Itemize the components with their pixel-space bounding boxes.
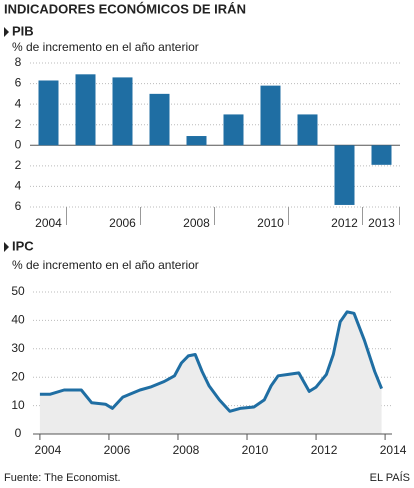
source: Fuente: The Economist.	[4, 472, 121, 484]
chart-subtitle: % de incremento en el año anterior	[12, 258, 199, 272]
bar	[223, 114, 244, 146]
area	[39, 311, 382, 434]
x-tick-label: 2010	[257, 216, 284, 230]
x-tick-label: 2008	[183, 216, 210, 230]
y-tick-label: 10	[11, 398, 25, 412]
bullet	[4, 242, 9, 252]
bar	[186, 136, 207, 146]
y-tick-label: 30	[11, 341, 25, 355]
x-tick-label: 2012	[311, 443, 338, 457]
bar	[75, 74, 96, 146]
bar	[297, 114, 318, 146]
x-tick-label: 2006	[104, 443, 131, 457]
y-tick-label: 2	[15, 117, 22, 131]
page-title: INDICADORES ECONÓMICOS DE IRÁN	[4, 1, 246, 16]
bullet	[4, 27, 9, 37]
x-tick-label: 2014	[380, 443, 407, 457]
y-tick-label: 6	[15, 76, 22, 90]
bar	[38, 80, 59, 146]
y-tick-label: 0	[15, 137, 22, 151]
y-tick-label: 4	[15, 179, 22, 193]
chart-title: IPC	[12, 238, 34, 253]
y-tick-label: 2	[15, 158, 22, 172]
y-tick-label: 0	[15, 426, 22, 440]
brand: EL PAÍS	[370, 471, 410, 484]
y-tick-label: 8	[15, 55, 22, 69]
line	[39, 310, 383, 413]
x-tick-label: 2010	[242, 443, 269, 457]
y-tick-label: 20	[11, 369, 25, 383]
bar	[112, 77, 133, 146]
x-tick-label: 2004	[35, 443, 62, 457]
y-tick-label: 4	[15, 96, 22, 110]
bar	[260, 85, 281, 146]
chart-title: PIB	[12, 23, 34, 38]
x-tick-label: 2012	[331, 216, 358, 230]
x-tick-label: 2004	[35, 216, 62, 230]
y-tick-label: 40	[11, 313, 25, 327]
bar	[149, 93, 170, 146]
x-tick-label: 2013	[368, 216, 395, 230]
x-tick-label: 2006	[109, 216, 136, 230]
chart-subtitle: % de incremento en el año anterior	[12, 40, 199, 54]
bar	[371, 145, 392, 165]
x-tick-label: 2008	[173, 443, 200, 457]
y-tick-label: 50	[11, 284, 25, 298]
bar	[334, 145, 355, 205]
y-tick-label: 6	[15, 199, 22, 213]
